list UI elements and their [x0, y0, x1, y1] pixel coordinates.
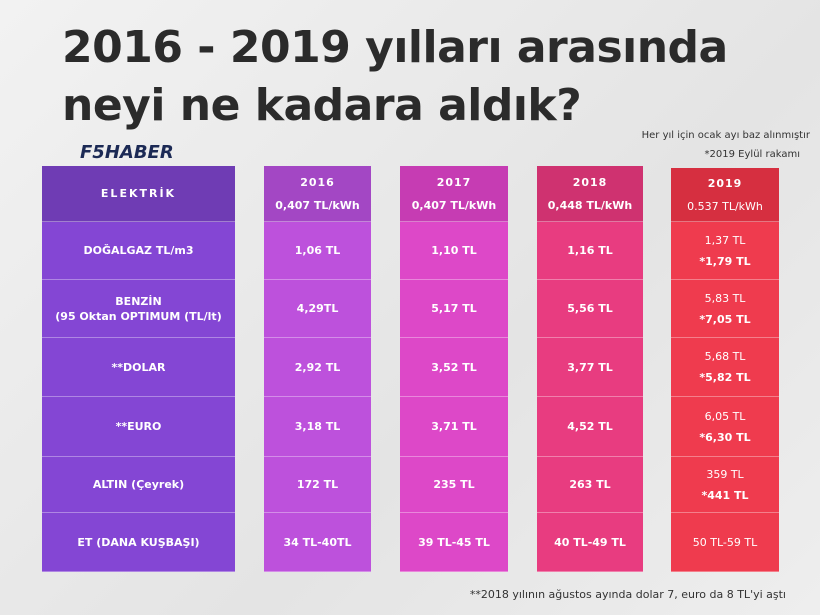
cell-value: 1,37 TL	[704, 233, 746, 247]
table-cell: 3,18 TL	[264, 397, 371, 457]
cell-value: 5,56 TL	[567, 302, 613, 315]
title-line: 2016 - 2019 yılları arasında	[62, 22, 728, 73]
row-label: ALTIN (Çeyrek)	[92, 478, 185, 491]
cell-value: 5,83 TL	[704, 291, 746, 305]
table-cell: **EURO	[42, 397, 235, 457]
table-cell: 1,10 TL	[400, 222, 508, 280]
table-cell: 4,52 TL	[537, 397, 643, 457]
table-cell: 2,92 TL	[264, 338, 371, 397]
table-cell: 172 TL	[264, 457, 371, 513]
header-cell: 2018 0,448 TL/kWh	[537, 166, 643, 222]
cell-value: 2,92 TL	[294, 360, 341, 374]
cell-value: 1,06 TL	[294, 244, 341, 257]
row-label: ET (DANA KUŞBAŞI)	[77, 535, 200, 549]
cell-value: 5,68 TL	[704, 350, 746, 363]
cell-value: *441 TL	[701, 488, 749, 502]
header-cell: 2016 0,407 TL/kWh	[264, 166, 371, 222]
cell-value: 6,05 TL	[704, 409, 746, 423]
cell-value: *7,05 TL	[699, 312, 751, 326]
table-cell: 5,17 TL	[400, 280, 508, 338]
cell-value: 359 TL	[706, 467, 744, 481]
cell-value: 235 TL	[433, 478, 475, 491]
cell-value: 0,407 TL/kWh	[275, 198, 360, 212]
cell-value: *6,30 TL	[699, 430, 751, 444]
cell-value: *5,82 TL	[699, 371, 751, 384]
table-cell: 263 TL	[537, 457, 643, 513]
title-line: neyi ne kadara aldık?	[62, 80, 582, 131]
table-cell: 1,16 TL	[537, 222, 643, 280]
row-label: **EURO	[115, 420, 162, 433]
cell-value: 0,407 TL/kWh	[411, 198, 497, 212]
header-cell: 2017 0,407 TL/kWh	[400, 166, 508, 222]
cell-value: 3,71 TL	[431, 420, 477, 433]
table-cell: 4,29TL	[264, 280, 371, 338]
note: *2019 Eylül rakamı	[704, 149, 800, 160]
cell-value: 0,448 TL/kWh	[547, 198, 633, 212]
table-cell: 6,05 TL *6,30 TL	[671, 397, 779, 457]
cell-value: 0.537 TL/kWh	[687, 199, 763, 213]
cell-value: 4,29TL	[296, 302, 339, 315]
table-cell: 1,37 TL *1,79 TL	[671, 222, 779, 280]
cell-value: 3,52 TL	[431, 360, 477, 374]
table-cell: 5,68 TL *5,82 TL	[671, 338, 779, 397]
table-cell: 39 TL-45 TL	[400, 513, 508, 572]
logo: F5HABER	[80, 142, 174, 163]
year: 2017	[436, 175, 472, 189]
cell-value: 172 TL	[296, 478, 339, 491]
table-cell: 40 TL-49 TL	[537, 513, 643, 572]
row-label: ELEKTRİK	[100, 187, 177, 200]
table-cell: 3,77 TL	[537, 338, 643, 397]
table-cell: 235 TL	[400, 457, 508, 513]
table-cell: 5,56 TL	[537, 280, 643, 338]
header-cell: 2019 0.537 TL/kWh	[671, 168, 779, 222]
table-cell: 34 TL-40TL	[264, 513, 371, 572]
cell-value: 40 TL-49 TL	[554, 535, 626, 549]
table-cell: 359 TL *441 TL	[671, 457, 779, 513]
cell-value: 1,16 TL	[567, 244, 613, 257]
row-label: DOĞALGAZ TL/m3	[83, 244, 194, 257]
cell-value: 1,10 TL	[431, 244, 477, 257]
table-cell: 50 TL-59 TL	[671, 513, 779, 572]
row-label: **DOLAR	[111, 360, 166, 374]
cell-value: 5,17 TL	[431, 302, 477, 315]
row-label: (95 Oktan OPTIMUM (TL/lt)	[55, 309, 222, 323]
year: 2016	[300, 175, 335, 189]
cell-value: 34 TL-40TL	[283, 535, 352, 549]
table-cell: 3,71 TL	[400, 397, 508, 457]
table-cell: ALTIN (Çeyrek)	[42, 457, 235, 513]
table-cell: ET (DANA KUŞBAŞI)	[42, 513, 235, 572]
cell-value: 50 TL-59 TL	[692, 535, 758, 549]
year: 2019	[707, 176, 743, 190]
row-label: BENZİN	[115, 294, 162, 308]
table-cell: 1,06 TL	[264, 222, 371, 280]
cell-value: *1,79 TL	[699, 254, 751, 268]
cell-value: 3,77 TL	[567, 360, 613, 374]
table-cell: 3,52 TL	[400, 338, 508, 397]
table-cell: 5,83 TL *7,05 TL	[671, 280, 779, 338]
table-cell: **DOLAR	[42, 338, 235, 397]
cell-value: 263 TL	[569, 478, 611, 491]
table-cell: DOĞALGAZ TL/m3	[42, 222, 235, 280]
header-cell: ELEKTRİK	[42, 166, 235, 222]
cell-value: 4,52 TL	[567, 420, 613, 433]
cell-value: 3,18 TL	[294, 420, 341, 433]
footnote: **2018 yılının ağustos ayında dolar 7, e…	[469, 588, 786, 601]
table-cell: BENZİN (95 Oktan OPTIMUM (TL/lt)	[42, 280, 235, 338]
year: 2018	[572, 175, 608, 189]
note: Her yıl için ocak ayı baz alınmıştır	[641, 130, 810, 141]
cell-value: 39 TL-45 TL	[418, 535, 490, 549]
